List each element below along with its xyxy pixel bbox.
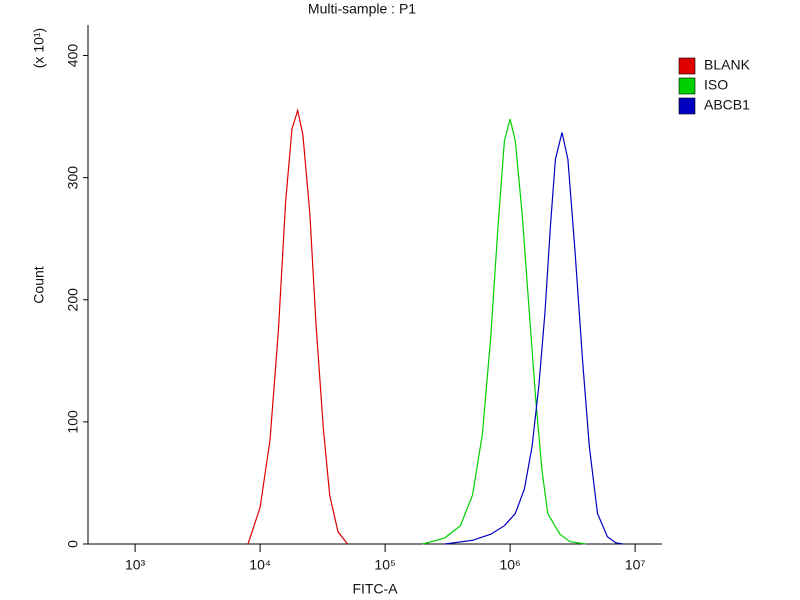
legend-swatch <box>678 77 696 95</box>
legend-label: BLANK <box>704 57 751 73</box>
legend-swatch <box>678 57 696 75</box>
y-axis-label: Count <box>31 266 47 303</box>
y-tick-label: 0 <box>65 540 81 548</box>
y-tick-label: 100 <box>65 410 81 434</box>
x-axis-label: FITC-A <box>352 581 398 597</box>
legend-swatch <box>678 97 696 115</box>
legend-label: ABCB1 <box>704 97 750 113</box>
y-tick-label: 200 <box>65 288 81 312</box>
histogram-line <box>422 118 586 545</box>
chart-title: Multi-sample : P1 <box>308 1 416 17</box>
histogram-line <box>247 108 348 545</box>
x-tick-label: 10⁷ <box>625 557 646 573</box>
x-tick-label: 10⁶ <box>499 557 520 573</box>
y-multiplier: (x 10¹) <box>31 28 47 68</box>
x-tick-label: 10³ <box>125 557 146 573</box>
y-tick-label: 300 <box>65 166 81 190</box>
x-tick-label: 10⁵ <box>374 557 395 573</box>
y-tick-label: 400 <box>65 44 81 68</box>
histogram-line <box>444 132 624 545</box>
x-tick-label: 10⁴ <box>249 557 271 573</box>
legend-label: ISO <box>704 77 728 93</box>
